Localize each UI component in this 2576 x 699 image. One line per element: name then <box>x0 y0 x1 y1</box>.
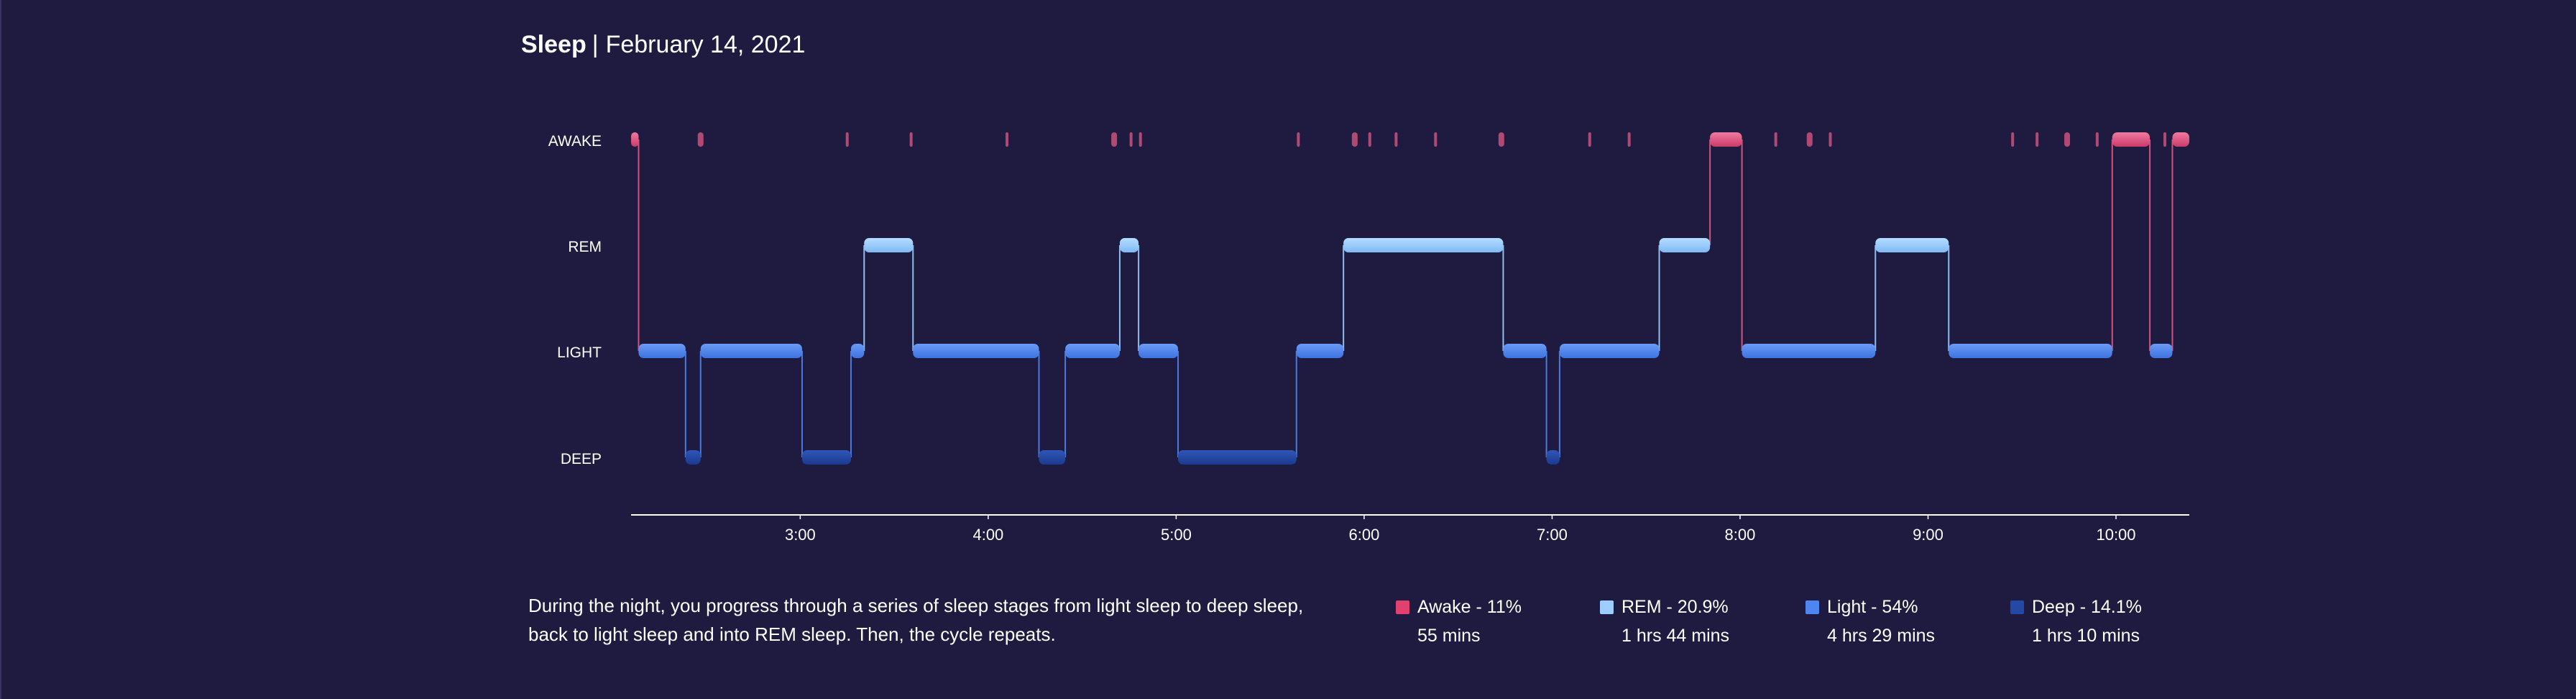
legend-light-duration: 4 hrs 29 mins <box>1827 626 1936 646</box>
brief-awakening-mark <box>1129 132 1133 147</box>
brief-awakening-mark <box>1498 132 1504 147</box>
segment-deep <box>685 450 701 465</box>
segment-light <box>1742 344 1876 358</box>
segment-deep <box>1546 450 1560 465</box>
brief-awakening-mark <box>1297 132 1300 147</box>
legend-light-label: Light - 54% <box>1827 597 1918 617</box>
x-tick-label: 9:00 <box>1913 526 1944 544</box>
segment-light <box>1296 344 1344 358</box>
brief-awakening-mark <box>845 132 849 147</box>
title-separator: | <box>592 31 599 58</box>
y-label-deep: DEEP <box>561 451 602 467</box>
segment-deep <box>1178 450 1297 465</box>
legend-deep-duration: 1 hrs 10 mins <box>2032 626 2140 646</box>
x-tick-label: 10:00 <box>2096 526 2135 544</box>
segment-light <box>1559 344 1660 358</box>
segment-awake <box>631 132 639 147</box>
brief-awakening-mark <box>1111 132 1118 147</box>
segment-light <box>1949 344 2112 358</box>
x-tick-label: 3:00 <box>785 526 816 544</box>
brief-awakening-mark <box>2163 132 2167 147</box>
segment-rem <box>1875 238 1949 252</box>
brief-awakening-mark <box>1006 132 1009 147</box>
segment-rem <box>864 238 914 252</box>
y-axis-labels: AWAKE REM LIGHT DEEP <box>548 133 602 467</box>
y-label-rem: REM <box>568 239 602 255</box>
x-tick-label: 8:00 <box>1725 526 1756 544</box>
stage-segments <box>631 132 2189 465</box>
legend-rem-swatch <box>1600 600 1614 614</box>
stage-transition-lines <box>638 140 2174 457</box>
page-header: Sleep | February 14, 2021 <box>521 27 805 62</box>
legend-rem-label: REM - 20.9% <box>1622 597 1729 617</box>
left-edge-divider <box>0 0 1 699</box>
segment-light <box>638 344 686 358</box>
legend-deep-swatch <box>2010 600 2024 614</box>
brief-awakening-mark <box>1368 132 1371 147</box>
segment-light <box>913 344 1039 358</box>
legend-awake-swatch <box>1396 600 1409 614</box>
brief-awakening-mark <box>697 132 704 147</box>
brief-awakening-mark <box>2064 132 2071 147</box>
segment-rem <box>1119 238 1139 252</box>
segment-awake <box>2112 132 2150 147</box>
segment-light <box>850 344 865 358</box>
page-date: February 14, 2021 <box>605 31 806 58</box>
x-tick-label: 4:00 <box>972 526 1003 544</box>
segment-rem <box>1343 238 1504 252</box>
brief-awakening-mark <box>2095 132 2099 147</box>
y-label-awake: AWAKE <box>548 133 602 150</box>
page-title: Sleep <box>521 31 586 58</box>
legend-rem-duration: 1 hrs 44 mins <box>1622 626 1730 646</box>
sleep-description: During the night, you progress through a… <box>528 595 1304 645</box>
brief-awakening-mark <box>1434 132 1438 147</box>
segment-deep <box>1039 450 1066 465</box>
segment-deep <box>801 450 851 465</box>
segment-awake <box>1710 132 1742 147</box>
segment-light <box>2150 344 2173 358</box>
legend-awake-label: Awake - 11% <box>1417 597 1522 617</box>
segment-light <box>1503 344 1547 358</box>
brief-awakening-mark <box>1394 132 1398 147</box>
legend-awake-duration: 55 mins <box>1417 626 1481 646</box>
brief-awakening-mark <box>1138 132 1142 147</box>
brief-awakening-mark <box>1828 132 1832 147</box>
segment-light <box>1065 344 1120 358</box>
brief-awakening-mark <box>1351 132 1358 147</box>
legend-deep-label: Deep - 14.1% <box>2032 597 2142 617</box>
x-tick-label: 7:00 <box>1537 526 1568 544</box>
brief-awakening-mark <box>1627 132 1631 147</box>
segment-light <box>700 344 802 358</box>
brief-awakening-mark <box>2011 132 2015 147</box>
x-axis-ticks: 3:00 4:00 5:00 6:00 7:00 8:00 9:00 10:00 <box>785 515 2136 544</box>
x-tick-label: 5:00 <box>1161 526 1192 544</box>
segment-rem <box>1659 238 1711 252</box>
brief-awakening-mark <box>909 132 913 147</box>
brief-awakening-mark <box>1806 132 1813 147</box>
x-tick-label: 6:00 <box>1349 526 1380 544</box>
segment-light <box>1138 344 1179 358</box>
brief-awakening-mark <box>1774 132 1777 147</box>
segment-awake <box>2172 132 2189 147</box>
brief-awakening-mark <box>2036 132 2039 147</box>
y-label-light: LIGHT <box>557 344 602 361</box>
brief-awakenings <box>697 132 2167 147</box>
brief-awakening-mark <box>1588 132 1591 147</box>
legend-light-swatch <box>1806 600 1819 614</box>
